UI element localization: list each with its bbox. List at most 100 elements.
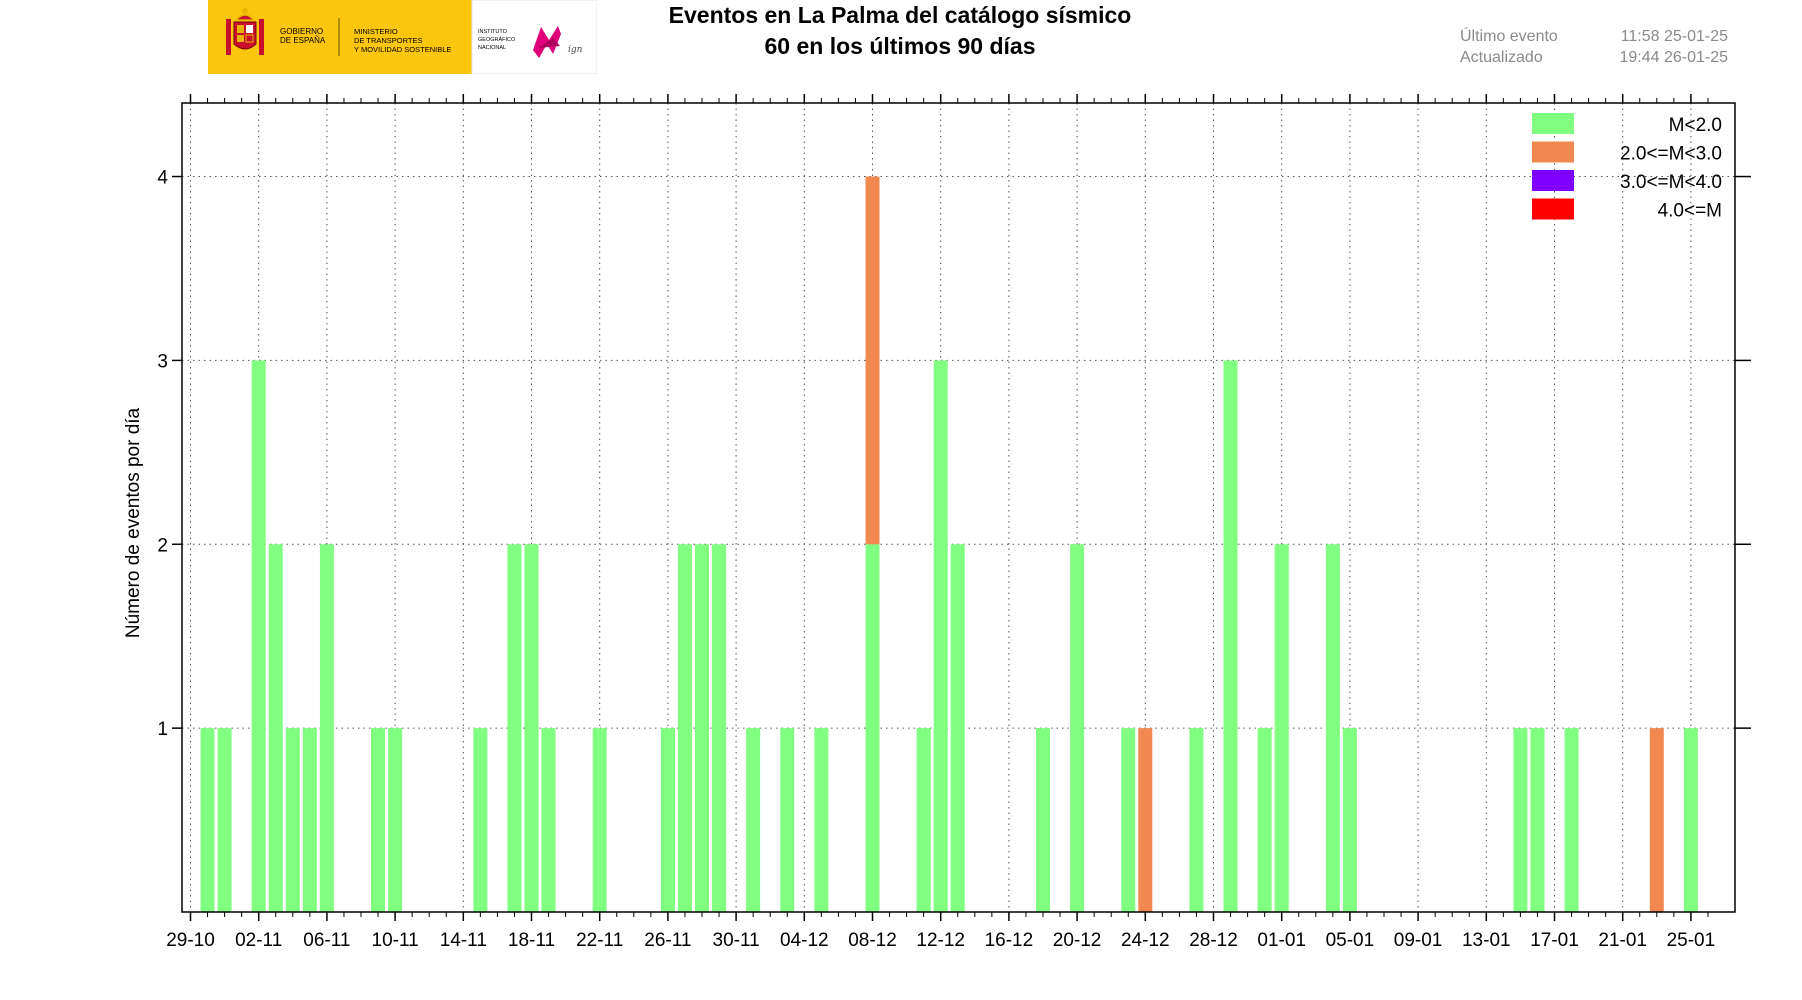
updated-row: Actualizado 19:44 26-01-25 bbox=[1460, 47, 1728, 68]
bar-2024-12-18-series-0 bbox=[1036, 728, 1050, 912]
logo-ministerio-line3: Y MOVILIDAD SOSTENIBLE bbox=[354, 45, 451, 54]
bar-2024-10-31-series-0 bbox=[217, 728, 232, 912]
chart-subtitle: 60 en los últimos 90 días bbox=[764, 33, 1036, 59]
logo-ministerio-line2: DE TRANSPORTES bbox=[354, 36, 423, 45]
x-tick-label: 24-12 bbox=[1121, 930, 1170, 951]
x-tick-label: 02-11 bbox=[235, 930, 282, 951]
legend-label: M<2.0 bbox=[1669, 115, 1722, 136]
x-tick-label: 01-01 bbox=[1257, 930, 1306, 951]
bar-2024-12-29-series-0 bbox=[1223, 360, 1238, 913]
bar-2025-01-16-series-0 bbox=[1530, 728, 1545, 912]
legend-label: 3.0<=M<4.0 bbox=[1620, 172, 1722, 193]
legend-swatch bbox=[1532, 198, 1574, 220]
bar-2024-12-08-series-1 bbox=[865, 176, 880, 545]
ign-emblem-icon bbox=[533, 26, 561, 58]
logo-ign-line1: INSTITUTO bbox=[478, 29, 508, 35]
bar-2024-12-31-series-0 bbox=[1257, 728, 1272, 912]
bar-2024-12-12-series-0 bbox=[933, 360, 948, 913]
bar-2024-11-27-series-0 bbox=[677, 544, 692, 912]
bar-2024-11-15-series-0 bbox=[473, 728, 488, 912]
x-tick-label: 21-01 bbox=[1598, 930, 1647, 951]
logo-ign-line2: GEOGRÁFICO bbox=[478, 36, 516, 43]
bar-2024-11-04-series-0 bbox=[285, 728, 300, 912]
x-tick-label: 09-01 bbox=[1394, 930, 1443, 951]
bar-2024-12-01-series-0 bbox=[746, 728, 761, 912]
y-axis-label: Número de eventos por día bbox=[123, 407, 144, 638]
x-tick-label: 25-01 bbox=[1667, 930, 1716, 951]
x-tick-label: 28-12 bbox=[1189, 930, 1238, 951]
y-tick-label: 3 bbox=[157, 351, 168, 372]
y-tick-label: 1 bbox=[157, 719, 168, 740]
x-tick-label: 22-11 bbox=[576, 930, 623, 951]
legend-label: 4.0<=M bbox=[1658, 201, 1722, 222]
bar-2024-12-11-series-0 bbox=[916, 728, 931, 912]
chart-title: Eventos en La Palma del catálogo sísmico bbox=[668, 2, 1132, 28]
x-tick-label: 30-11 bbox=[713, 930, 760, 951]
plot-frame bbox=[181, 102, 1736, 913]
x-tick-label: 14-11 bbox=[440, 930, 487, 951]
updated-label: Actualizado bbox=[1460, 49, 1543, 66]
x-tick-label: 06-11 bbox=[303, 930, 350, 951]
bar-2024-12-24-series-1 bbox=[1138, 728, 1153, 912]
bar-2024-11-29-series-0 bbox=[712, 544, 727, 912]
bar-2025-01-15-series-0 bbox=[1513, 728, 1528, 912]
coat-of-arms-icon bbox=[226, 8, 264, 55]
legend-swatch bbox=[1532, 141, 1574, 163]
bar-2024-12-13-series-0 bbox=[950, 544, 965, 912]
bar-2024-11-02-series-0 bbox=[251, 360, 266, 913]
bar-2024-11-22-series-0 bbox=[592, 728, 607, 912]
x-tick-label: 26-11 bbox=[644, 930, 691, 951]
bar-2025-01-23-series-1 bbox=[1649, 728, 1664, 912]
bar-2024-11-19-series-0 bbox=[541, 728, 556, 912]
bar-2024-11-18-series-0 bbox=[524, 544, 539, 912]
x-tick-label: 29-10 bbox=[166, 930, 215, 951]
bar-2024-12-05-series-0 bbox=[814, 728, 829, 912]
logo-gobierno-line1: GOBIERNO bbox=[280, 27, 323, 36]
y-tick-label: 2 bbox=[157, 535, 168, 556]
x-tick-labels: 29-10 02-11 06-11 10-11 14-11 18-11 22-11 26-11… bbox=[166, 930, 1715, 951]
bar-2025-01-25-series-0 bbox=[1683, 728, 1698, 912]
x-tick-label: 13-01 bbox=[1462, 930, 1511, 951]
legend-label: 2.0<=M<3.0 bbox=[1620, 144, 1722, 165]
bar-2024-12-08-series-0 bbox=[865, 544, 880, 912]
legend-swatch bbox=[1532, 113, 1574, 134]
x-tick-label: 08-12 bbox=[848, 930, 897, 951]
bar-2024-11-10-series-0 bbox=[388, 728, 403, 912]
bar-2025-01-04-series-0 bbox=[1325, 544, 1340, 912]
chart-title-block: Eventos en La Palma del catálogo sísmico… bbox=[600, 0, 1200, 62]
updated-value: 19:44 26-01-25 bbox=[1619, 49, 1728, 66]
bar-2024-11-06-series-0 bbox=[319, 544, 334, 912]
y-tick-label: 4 bbox=[157, 168, 168, 189]
bar-2024-12-23-series-0 bbox=[1121, 728, 1136, 912]
x-tick-label: 17-01 bbox=[1530, 930, 1579, 951]
axis-ticks bbox=[172, 94, 1751, 921]
logo-ign-panel bbox=[471, 0, 597, 74]
bar-2025-01-01-series-0 bbox=[1274, 544, 1289, 912]
logo-ministerio-line1: MINISTERIO bbox=[354, 27, 398, 36]
bar-2024-11-03-series-0 bbox=[268, 544, 283, 912]
bar-2025-01-05-series-0 bbox=[1342, 728, 1357, 912]
legend: M<2.0 2.0<=M<3.0 3.0<=M<4.0 4.0<=M bbox=[1532, 113, 1722, 222]
bar-2025-01-18-series-0 bbox=[1564, 728, 1579, 912]
bar-2024-11-28-series-0 bbox=[695, 544, 709, 912]
x-tick-label: 12-12 bbox=[916, 930, 965, 951]
x-tick-label: 05-01 bbox=[1326, 930, 1375, 951]
x-tick-label: 04-12 bbox=[780, 930, 829, 951]
x-tick-label: 20-12 bbox=[1053, 930, 1102, 951]
bar-2024-11-09-series-0 bbox=[371, 728, 386, 912]
y-tick-labels: 1 2 3 4 bbox=[157, 168, 168, 741]
update-info: Último evento 11:58 25-01-25 Actualizado… bbox=[1460, 26, 1728, 68]
last-event-value: 11:58 25-01-25 bbox=[1620, 28, 1728, 45]
x-tick-label: 16-12 bbox=[985, 930, 1034, 951]
x-tick-label: 18-11 bbox=[508, 930, 555, 951]
bars-group bbox=[200, 176, 1698, 913]
last-event-label: Último evento bbox=[1460, 28, 1558, 45]
bar-2024-12-27-series-0 bbox=[1189, 728, 1204, 912]
bar-2024-10-30-series-0 bbox=[200, 728, 215, 912]
x-tick-label: 10-11 bbox=[372, 930, 419, 951]
bar-2024-11-26-series-0 bbox=[660, 728, 675, 912]
legend-swatch bbox=[1532, 170, 1574, 191]
last-event-row: Último evento 11:58 25-01-25 bbox=[1460, 26, 1728, 47]
bar-2024-11-17-series-0 bbox=[507, 544, 522, 912]
